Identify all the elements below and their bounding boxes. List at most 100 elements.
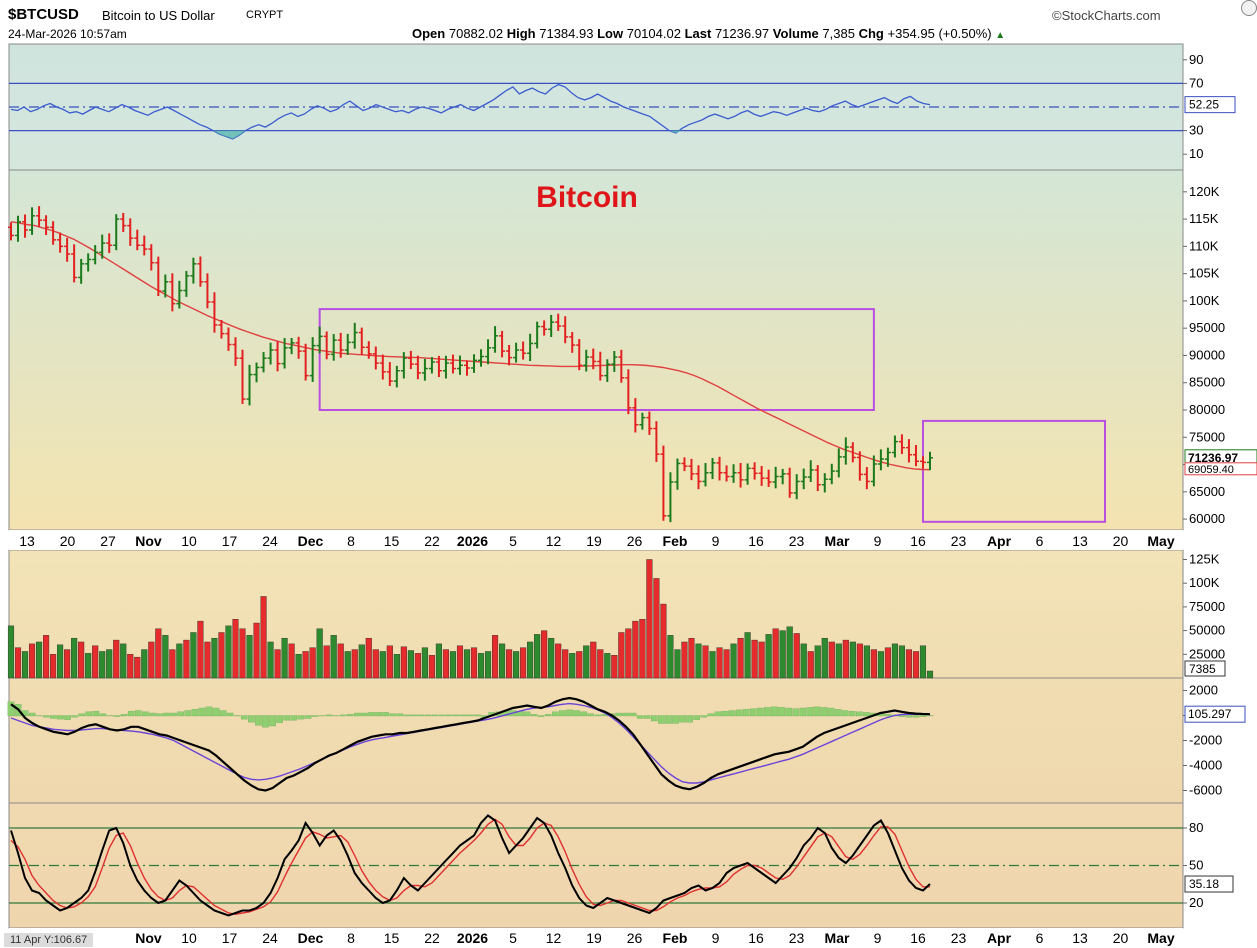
volume-bar bbox=[569, 653, 576, 679]
bottom-x-label: 22 bbox=[424, 930, 440, 946]
macd-histogram-bar bbox=[926, 715, 934, 717]
macd-histogram-bar bbox=[170, 712, 177, 717]
volume-bar bbox=[57, 644, 64, 679]
volume-bar bbox=[905, 649, 913, 679]
volume-bar bbox=[148, 641, 155, 679]
volume-bar bbox=[141, 649, 148, 679]
volume-bar bbox=[821, 637, 828, 679]
macd-histogram-bar bbox=[219, 710, 227, 717]
price-tick-label: 95000 bbox=[1189, 320, 1225, 335]
macd-histogram-bar bbox=[276, 715, 283, 724]
macd-histogram-bar bbox=[587, 713, 594, 717]
price-tick-label: 65000 bbox=[1189, 484, 1225, 499]
macd-histogram-bar bbox=[764, 707, 771, 717]
rsi-oversold-fill bbox=[675, 130, 683, 133]
volume-bar bbox=[162, 635, 169, 679]
panel-macd bbox=[8, 677, 1184, 804]
rsi-last-box bbox=[1184, 96, 1236, 114]
macd-histogram-bar bbox=[580, 711, 587, 717]
bottom-x-label: 17 bbox=[222, 930, 238, 946]
macd-histogram-bar bbox=[269, 715, 276, 727]
volume-bar bbox=[50, 654, 57, 679]
macd-histogram-bar bbox=[792, 708, 799, 717]
macd-histogram-bar bbox=[693, 715, 701, 720]
volume-bar bbox=[386, 645, 393, 679]
high-value: 71384.93 bbox=[539, 26, 594, 41]
volume-bar bbox=[884, 647, 891, 679]
volume-bar bbox=[169, 649, 176, 679]
volume-bar bbox=[926, 670, 934, 679]
volume-bar bbox=[260, 596, 267, 679]
symbol: $BTCUSD bbox=[8, 6, 79, 23]
macd-histogram-bar bbox=[7, 701, 15, 717]
volume-bar bbox=[597, 649, 604, 679]
volume-bar bbox=[71, 637, 78, 679]
macd-histogram-bar bbox=[721, 710, 729, 717]
volume-bar bbox=[646, 559, 653, 679]
macd-histogram-bar bbox=[643, 715, 651, 719]
macd-histogram-bar bbox=[884, 714, 891, 717]
volume-bar bbox=[590, 641, 597, 679]
bottom-x-label: 6 bbox=[1036, 930, 1044, 946]
macd-histogram-bar bbox=[240, 715, 248, 720]
volume-bar bbox=[288, 643, 295, 679]
price-x-label: 15 bbox=[384, 533, 400, 549]
macd-histogram-bar bbox=[212, 707, 220, 717]
rsi-tick-label: 70 bbox=[1189, 75, 1203, 90]
macd-histogram-bar bbox=[64, 715, 71, 720]
macd-histogram-bar bbox=[785, 707, 792, 717]
volume-bar bbox=[449, 651, 457, 679]
macd-histogram-bar bbox=[262, 715, 269, 728]
symbol-name: Bitcoin to US Dollar bbox=[102, 8, 215, 23]
macd-histogram-bar bbox=[806, 707, 814, 717]
macd-histogram-bar bbox=[431, 714, 439, 717]
panel-price bbox=[8, 169, 1184, 531]
rsi-line bbox=[10, 83, 931, 140]
volume-bar bbox=[562, 649, 569, 679]
macd-histogram-bar bbox=[57, 715, 64, 720]
volume-bar bbox=[484, 651, 492, 679]
volume-bar bbox=[870, 649, 877, 679]
price-x-label: 17 bbox=[222, 533, 238, 549]
bottom-x-label: 13 bbox=[1072, 930, 1088, 946]
macd-histogram-bar bbox=[856, 711, 863, 717]
volume-bar bbox=[127, 654, 134, 679]
ma-last-box bbox=[1184, 462, 1257, 476]
volume-bar bbox=[695, 643, 702, 679]
macd-histogram-bar bbox=[127, 710, 135, 717]
macd-histogram-bar bbox=[255, 715, 262, 726]
macd-tick-label: -2000 bbox=[1189, 733, 1222, 748]
bottom-x-label: 23 bbox=[789, 930, 805, 946]
volume-bar bbox=[499, 643, 506, 679]
price-x-label: 20 bbox=[60, 533, 76, 549]
macd-histogram-bar bbox=[848, 710, 856, 717]
macd-histogram-bar bbox=[191, 709, 199, 717]
chg-value: +354.95 (+0.50%) bbox=[887, 26, 992, 41]
volume-bar bbox=[28, 643, 36, 679]
bottom-x-label: 20 bbox=[1113, 930, 1129, 946]
macd-histogram-bar bbox=[453, 714, 460, 717]
price-x-label: 12 bbox=[546, 533, 562, 549]
volume-bar bbox=[225, 625, 232, 679]
bottom-x-label: 16 bbox=[748, 930, 764, 946]
volume-bar bbox=[898, 645, 905, 679]
macd-histogram-bar bbox=[827, 707, 835, 717]
rsi-last-label: 52.25 bbox=[1189, 98, 1219, 112]
macd-histogram-bar bbox=[410, 714, 418, 717]
price-x-label: 23 bbox=[789, 533, 805, 549]
price-x-label: 16 bbox=[910, 533, 926, 549]
macd-histogram-bar bbox=[898, 715, 906, 717]
volume-bar bbox=[442, 649, 450, 679]
price-tick-label: 90000 bbox=[1189, 347, 1225, 362]
price-x-label: May bbox=[1147, 533, 1174, 549]
price-x-label: Apr bbox=[987, 533, 1012, 549]
status-readout: 11 Apr Y:106.67 bbox=[4, 933, 94, 947]
bottom-x-label: Mar bbox=[825, 930, 850, 946]
volume-bar bbox=[891, 643, 898, 679]
volume-bar bbox=[765, 634, 772, 679]
volume-bar bbox=[786, 626, 793, 679]
volume-bar bbox=[14, 647, 22, 679]
bottom-x-label: 9 bbox=[712, 930, 720, 946]
rsi-tick-label: 90 bbox=[1189, 52, 1203, 67]
